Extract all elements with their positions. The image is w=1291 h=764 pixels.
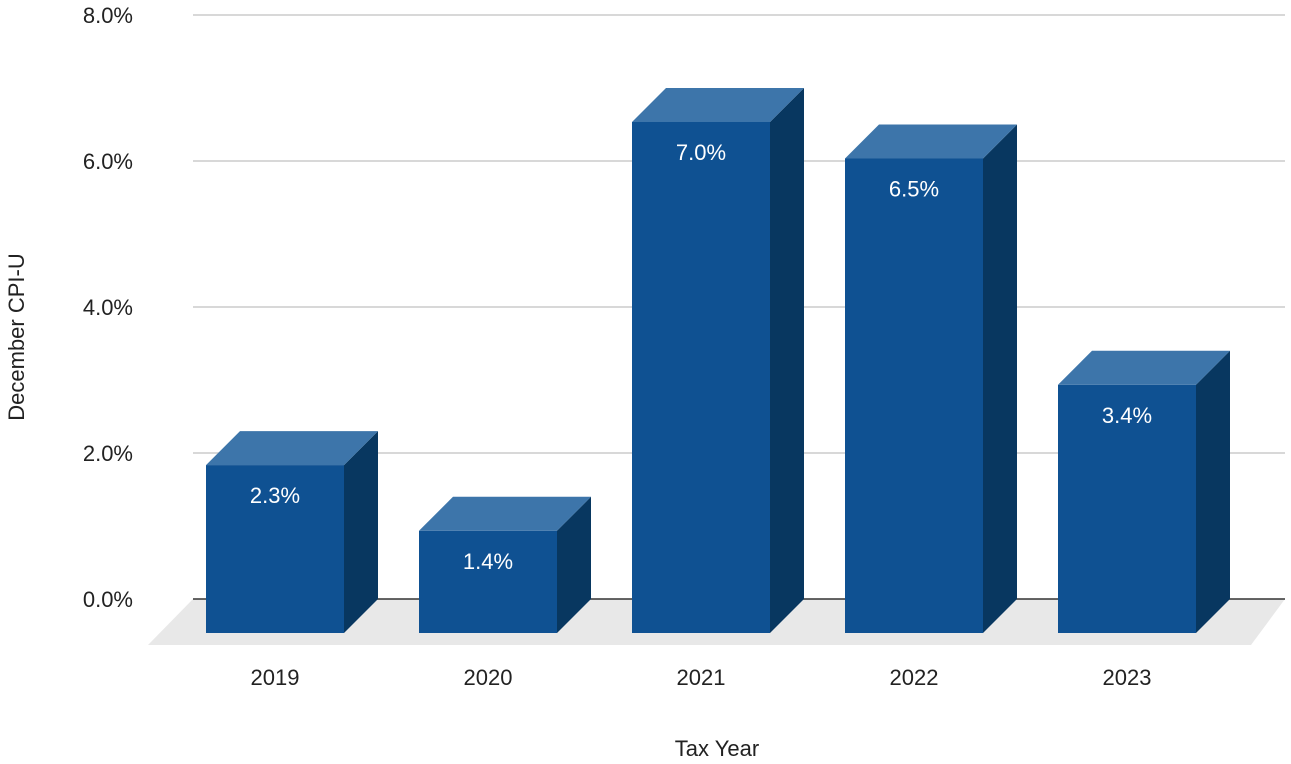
bar-side-face xyxy=(1196,350,1230,633)
bar-2021: 7.0% xyxy=(632,88,804,633)
bar-front-face xyxy=(419,530,557,633)
bar-side-face xyxy=(557,496,591,633)
bar-2020: 1.4% xyxy=(419,496,591,633)
bar-2019: 2.3% xyxy=(206,431,378,633)
bar-top-face xyxy=(632,88,804,122)
bar-top-face xyxy=(845,124,1017,159)
y-tick-label: 2.0% xyxy=(83,441,133,466)
y-tick-label: 6.0% xyxy=(83,149,133,174)
bar-data-label: 6.5% xyxy=(889,177,939,202)
bar-top-face xyxy=(1058,350,1230,385)
bar-front-face xyxy=(845,158,983,633)
bar-data-label: 3.4% xyxy=(1102,403,1152,428)
bar-front-face xyxy=(1058,384,1196,633)
bar-front-face xyxy=(632,122,770,633)
x-tick-label: 2019 xyxy=(251,665,300,690)
y-axis-title: December CPI-U xyxy=(4,253,29,420)
bar-2022: 6.5% xyxy=(845,124,1017,633)
bar-data-label: 1.4% xyxy=(463,549,513,574)
bars: 2.3% 1.4% 7.0% 6.5% 3.4% xyxy=(206,88,1230,633)
bar-data-label: 2.3% xyxy=(250,483,300,508)
x-tick-label: 2022 xyxy=(890,665,939,690)
y-tick-label: 4.0% xyxy=(83,295,133,320)
x-tick-label: 2021 xyxy=(677,665,726,690)
bar-side-face xyxy=(770,88,804,633)
y-tick-label: 0.0% xyxy=(83,587,133,612)
x-tick-label: 2020 xyxy=(464,665,513,690)
bar-top-face xyxy=(419,496,591,531)
bar-side-face xyxy=(344,431,378,633)
x-axis-title: Tax Year xyxy=(675,736,759,761)
x-tick-label: 2023 xyxy=(1103,665,1152,690)
bar-2023: 3.4% xyxy=(1058,350,1230,633)
y-tick-label: 8.0% xyxy=(83,3,133,28)
bar-top-face xyxy=(206,431,378,466)
bar-side-face xyxy=(983,124,1017,633)
y-axis-ticks: 0.0% 2.0% 4.0% 6.0% 8.0% xyxy=(83,3,133,612)
bar-data-label: 7.0% xyxy=(676,140,726,165)
x-axis-ticks: 2019 2020 2021 2022 2023 xyxy=(251,665,1152,690)
bar-front-face xyxy=(206,465,344,633)
